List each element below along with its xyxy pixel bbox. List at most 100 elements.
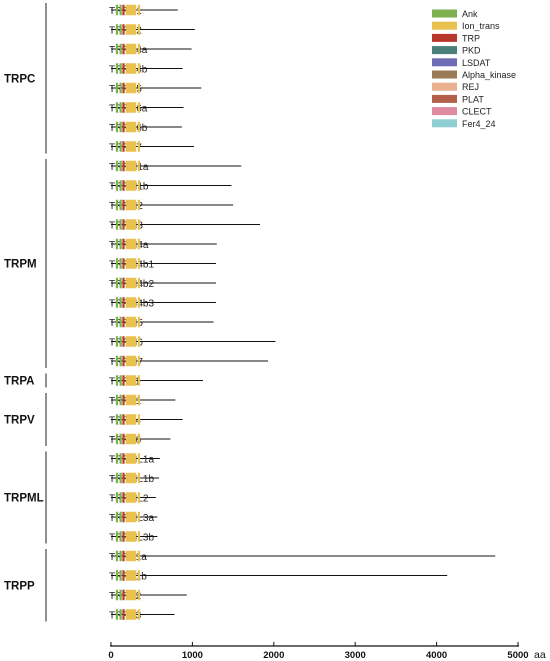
domain-trp [122, 394, 125, 406]
domain-ion-trans [137, 277, 141, 289]
domain-trp [122, 570, 125, 581]
domain-trp [122, 121, 125, 133]
x-axis-unit: aa [534, 649, 546, 661]
legend-swatch [432, 9, 457, 18]
domain-ion-trans [137, 414, 141, 425]
family-label: TRPP [4, 580, 35, 592]
x-tick-label: 2000 [263, 650, 284, 661]
domain-ank [115, 433, 119, 445]
domain-ion-trans [137, 43, 141, 55]
domain-ion-trans [125, 375, 137, 386]
domain-ank [115, 43, 119, 55]
domain-ank [115, 336, 119, 347]
domain-trp [122, 277, 125, 289]
domain-trp [122, 297, 125, 308]
legend-label: Ank [462, 9, 478, 19]
domain-ion-trans [137, 82, 141, 94]
domain-ion-trans [137, 336, 141, 347]
family-label: TRPA [4, 376, 34, 388]
x-tick-label: 3000 [345, 650, 366, 661]
domain-ion-trans [125, 199, 137, 211]
domain-ank [119, 316, 122, 328]
domain-ion-trans [137, 394, 141, 406]
domain-ank [119, 277, 122, 289]
domain-ion-trans [125, 297, 137, 308]
domain-trp [122, 589, 125, 601]
domain-ion-trans [125, 121, 137, 133]
domain-ank [115, 141, 119, 152]
domain-trp [122, 24, 125, 35]
domain-ank [119, 141, 122, 152]
legend-label: LSDAT [462, 58, 491, 68]
domain-ank [115, 238, 119, 250]
legend-swatch [432, 46, 457, 55]
domain-ank [119, 43, 122, 55]
domain-ion-trans [137, 433, 141, 445]
domain-ion-trans [125, 180, 137, 191]
domain-ion-trans [137, 219, 141, 230]
domain-ank [115, 63, 119, 74]
domain-ank [115, 453, 119, 464]
legend-swatch [432, 107, 457, 116]
legend-swatch [432, 82, 457, 91]
domain-ank [119, 63, 122, 74]
protein-label: TRPV6 [109, 435, 142, 446]
domain-ion-trans [125, 160, 137, 172]
domain-ion-trans [137, 160, 141, 172]
domain-ion-trans [125, 63, 137, 74]
domain-ank [119, 121, 122, 133]
domain-ank [115, 472, 119, 484]
domain-ion-trans [125, 570, 137, 581]
domain-trp [122, 316, 125, 328]
domain-ank [119, 472, 122, 484]
domain-ion-trans [137, 4, 141, 16]
domain-ank [115, 492, 119, 503]
domain-ion-trans [125, 394, 137, 406]
domain-ion-trans [125, 511, 137, 523]
domain-ank [115, 414, 119, 425]
x-tick-label: 1000 [182, 650, 203, 661]
domain-ank [115, 570, 119, 581]
domain-ank [119, 570, 122, 581]
protein-label: TRPA1 [109, 377, 141, 388]
domain-ank [119, 258, 122, 269]
domain-ank [119, 355, 122, 367]
domain-ank [119, 82, 122, 94]
domain-ion-trans [137, 141, 141, 152]
domain-ank [115, 258, 119, 269]
domain-ank [115, 550, 119, 562]
domain-ion-trans [137, 570, 141, 581]
domain-ank [115, 531, 119, 542]
domain-ank [119, 531, 122, 542]
domain-trp [122, 336, 125, 347]
domain-trp [122, 375, 125, 386]
domain-trp [122, 414, 125, 425]
protein-label: TRPV4 [109, 416, 142, 427]
domain-ank [119, 199, 122, 211]
domain-ank [115, 589, 119, 601]
domain-ank [119, 433, 122, 445]
domain-trp [122, 258, 125, 269]
legend-swatch [432, 58, 457, 67]
legend-label: Fer4_24 [462, 119, 496, 129]
protein-label: TRPC5 [109, 84, 142, 95]
domain-ion-trans [125, 219, 137, 230]
x-tick-label: 4000 [426, 650, 447, 661]
domain-trp [122, 199, 125, 211]
domain-ank [115, 199, 119, 211]
domain-ion-trans [137, 589, 141, 601]
domain-ion-trans [125, 43, 137, 55]
domain-ion-trans [125, 24, 137, 35]
domain-ank [115, 160, 119, 172]
domain-ion-trans [125, 609, 137, 620]
domain-ion-trans [137, 258, 141, 269]
domain-trp [122, 550, 125, 562]
domain-ank [119, 4, 122, 16]
domain-ion-trans [137, 24, 141, 35]
domain-ank [119, 492, 122, 503]
protein-label: TRPV1 [109, 396, 142, 407]
domain-ank [119, 336, 122, 347]
legend-label: Alpha_kinase [462, 70, 516, 80]
domain-ank [115, 297, 119, 308]
